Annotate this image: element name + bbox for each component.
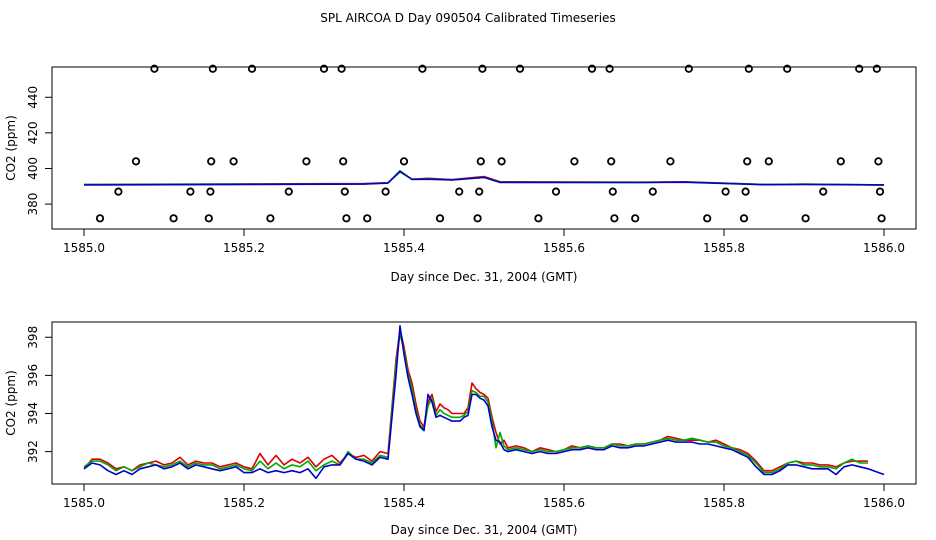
data-point: [610, 214, 619, 223]
top-y-tick-label: 380: [26, 193, 40, 216]
data-point: [605, 64, 614, 73]
data-point: [204, 214, 213, 223]
data-point: [95, 214, 105, 223]
data-point: [684, 64, 693, 73]
top-y-tick-label: 440: [26, 86, 40, 109]
data-point: [302, 157, 311, 166]
top-y-tick-label: 420: [26, 121, 40, 144]
bottom-x-axis-label: Day since Dec. 31, 2004 (GMT): [391, 523, 578, 537]
data-point: [319, 64, 329, 73]
bottom-x-tick-label: 1585.6: [543, 496, 585, 510]
data-point: [169, 214, 178, 223]
bottom-x-tick-label: 1585.4: [383, 496, 425, 510]
data-point: [381, 187, 390, 196]
top-y-tick-label: 400: [26, 157, 40, 180]
bottom-series-blue: [83, 325, 885, 480]
data-point: [476, 157, 485, 166]
data-point: [744, 64, 753, 73]
data-point: [455, 187, 464, 196]
data-point: [836, 157, 845, 166]
data-point: [648, 187, 657, 196]
top-plot-frame: [51, 66, 917, 230]
bottom-x-tick-label: 1586.0: [863, 496, 905, 510]
data-point: [435, 214, 445, 223]
data-point: [208, 64, 217, 73]
top-series-green: [83, 171, 885, 186]
bottom-series-red: [83, 328, 868, 472]
data-point: [339, 157, 348, 166]
data-point: [473, 214, 482, 223]
data-point: [337, 64, 346, 73]
data-point: [247, 64, 257, 73]
bottom-series-green: [83, 332, 868, 474]
data-point: [284, 187, 293, 196]
bottom-x-tick-label: 1585.8: [703, 496, 745, 510]
bottom-y-tick-label: 398: [26, 326, 40, 349]
data-point: [131, 157, 141, 166]
data-point: [666, 157, 675, 166]
top-panel: 1585.0 1585.2 1585.4 1585.6 1585.8 1586.0 380…: [4, 64, 917, 284]
top-x-tick-label: 1585.4: [383, 241, 425, 255]
data-point: [587, 64, 597, 73]
data-point: [874, 157, 883, 166]
figure-title: SPL AIRCOA D Day 090504 Calibrated Times…: [320, 11, 615, 25]
data-point: [739, 214, 749, 223]
bottom-x-tick-label: 1585.0: [63, 496, 105, 510]
top-x-tick-label: 1585.2: [223, 241, 265, 255]
data-point: [534, 214, 543, 223]
bottom-y-tick-label: 394: [26, 402, 40, 425]
data-point: [207, 157, 216, 166]
data-point: [478, 64, 487, 73]
data-point: [721, 187, 730, 196]
data-point: [741, 187, 750, 196]
data-point: [703, 214, 712, 223]
bottom-panel: 1585.0 1585.2 1585.4 1585.6 1585.8 1586.0 392…: [4, 321, 917, 537]
data-point: [515, 64, 525, 73]
top-x-tick-label: 1585.6: [543, 241, 585, 255]
top-series-red: [83, 171, 885, 186]
data-point: [229, 157, 238, 166]
top-series-blue: [83, 170, 885, 186]
bottom-x-tick-label: 1585.2: [223, 496, 265, 510]
data-point: [551, 187, 561, 196]
data-point: [418, 64, 427, 73]
data-point: [186, 187, 195, 196]
data-point: [783, 64, 792, 73]
bottom-plot-frame: [51, 321, 917, 485]
data-point: [497, 157, 506, 166]
data-point: [266, 214, 275, 223]
data-point: [570, 157, 579, 166]
data-point: [363, 214, 372, 223]
data-point: [342, 214, 351, 223]
top-x-axis-label: Day since Dec. 31, 2004 (GMT): [391, 270, 578, 284]
data-point: [855, 64, 864, 73]
top-x-tick-label: 1585.8: [703, 241, 745, 255]
data-point: [114, 187, 123, 196]
data-point: [801, 214, 810, 223]
data-point: [206, 187, 215, 196]
top-x-tick-label: 1585.0: [63, 241, 105, 255]
data-point: [819, 187, 828, 196]
top-x-tick-label: 1586.0: [863, 241, 905, 255]
bottom-y-axis-label: CO2 (ppm): [4, 370, 18, 436]
bottom-y-tick-label: 392: [26, 440, 40, 463]
data-point: [608, 187, 617, 196]
data-point: [877, 214, 886, 223]
top-y-axis-label: CO2 (ppm): [4, 115, 18, 181]
bottom-y-tick-label: 396: [26, 364, 40, 387]
data-point: [764, 157, 773, 166]
data-point: [743, 157, 752, 166]
data-point: [150, 64, 159, 73]
data-point: [872, 64, 881, 73]
data-point: [631, 214, 640, 223]
data-point: [340, 187, 349, 196]
data-point: [399, 157, 409, 166]
data-point: [875, 187, 885, 196]
data-point: [475, 187, 484, 196]
data-point: [607, 157, 616, 166]
